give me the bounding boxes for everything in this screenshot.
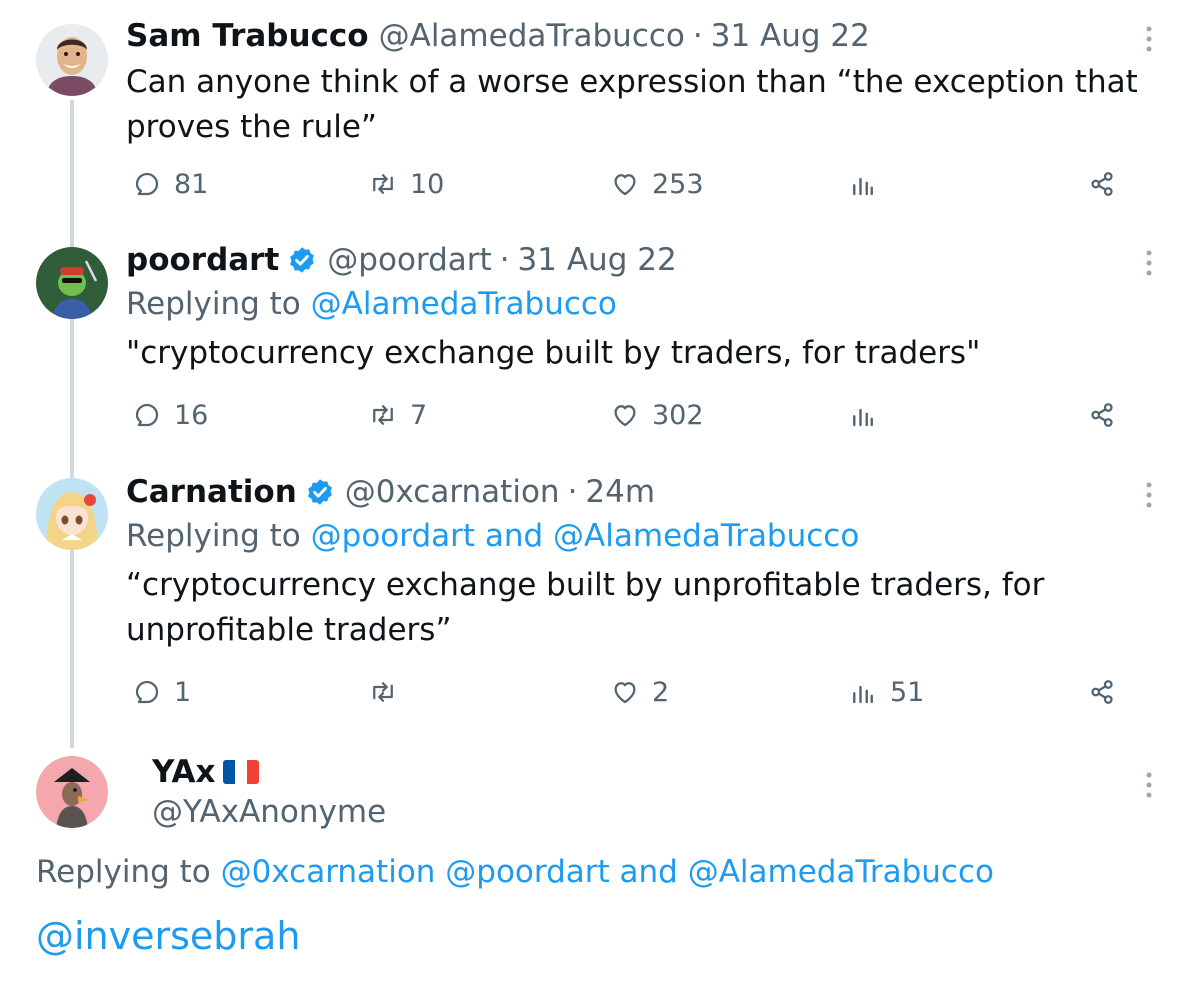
tweet-header: Sam Trabucco @AlamedaTrabucco · 31 Aug 2… xyxy=(126,16,1160,56)
user-handle[interactable]: @AlamedaTrabucco xyxy=(378,18,685,54)
replying-to: Replying to @0xcarnation @poordart and @… xyxy=(36,848,994,896)
tweet-date[interactable]: 24m xyxy=(585,474,656,510)
verified-badge-icon xyxy=(307,479,332,505)
avatar[interactable] xyxy=(36,247,108,319)
display-name[interactable]: Carnation xyxy=(126,474,297,510)
retweet-count: 7 xyxy=(410,399,428,431)
reply-count: 81 xyxy=(174,168,209,200)
user-handle[interactable]: @poordart xyxy=(327,242,492,278)
france-flag-icon xyxy=(223,760,260,784)
tweet-text: Can anyone think of a worse expression t… xyxy=(126,64,1138,145)
display-name-text: YAx xyxy=(152,754,216,790)
separator-dot: · xyxy=(499,242,510,278)
display-name[interactable]: poordart xyxy=(126,242,280,278)
tweet-actions: 16 7 302 xyxy=(132,397,1117,433)
like-button[interactable]: 253 xyxy=(610,166,704,202)
more-icon xyxy=(1146,26,1152,52)
tweet-text[interactable]: @inversebrah xyxy=(36,914,301,958)
replying-mentions[interactable]: @poordart and @AlamedaTrabucco xyxy=(310,518,860,554)
views-button[interactable]: 51 xyxy=(848,674,924,710)
reply-icon xyxy=(135,680,159,704)
retweet-count: 10 xyxy=(410,168,445,200)
avatar[interactable] xyxy=(36,756,108,828)
share-button[interactable] xyxy=(1087,674,1117,710)
retweet-button[interactable]: 7 xyxy=(368,397,427,433)
tweet-header: Carnation @0xcarnation · 24m xyxy=(126,472,1160,512)
tweet[interactable]: Sam Trabucco @AlamedaTrabucco · 31 Aug 2… xyxy=(126,16,1160,150)
replying-prefix: Replying to xyxy=(126,518,301,554)
retweet-icon xyxy=(373,405,393,425)
replying-to: Replying to @poordart and @AlamedaTrabuc… xyxy=(126,513,1160,559)
like-count: 2 xyxy=(652,676,670,708)
replying-prefix: Replying to xyxy=(36,854,211,890)
like-button[interactable]: 302 xyxy=(610,397,704,433)
retweet-icon xyxy=(373,174,393,194)
views-button[interactable] xyxy=(848,397,890,433)
replying-to: Replying to @AlamedaTrabucco xyxy=(126,281,1160,327)
retweet-button[interactable]: 10 xyxy=(368,166,444,202)
tweet-header: poordart @poordart · 31 Aug 22 xyxy=(126,240,1160,280)
tweet-date[interactable]: 31 Aug 22 xyxy=(517,242,677,278)
replying-mentions[interactable]: @AlamedaTrabucco xyxy=(310,286,617,322)
views-count: 51 xyxy=(890,676,925,708)
more-icon xyxy=(1146,482,1152,508)
share-icon xyxy=(1091,680,1113,704)
reply-count: 16 xyxy=(174,399,209,431)
tweet-text: “cryptocurrency exchange built by unprof… xyxy=(126,567,1045,648)
more-icon xyxy=(1146,772,1152,798)
tweet[interactable]: poordart @poordart · 31 Aug 22 Replying … xyxy=(126,240,1160,376)
share-icon xyxy=(1091,403,1113,427)
share-button[interactable] xyxy=(1087,397,1117,433)
like-count: 302 xyxy=(652,399,704,431)
views-icon xyxy=(853,685,873,704)
reply-icon xyxy=(135,172,159,196)
reply-icon xyxy=(135,403,159,427)
like-icon xyxy=(614,405,636,427)
reply-button[interactable]: 81 xyxy=(132,166,208,202)
more-options-button[interactable] xyxy=(1138,248,1160,278)
views-button[interactable] xyxy=(848,166,890,202)
like-button[interactable]: 2 xyxy=(610,674,669,710)
share-button[interactable] xyxy=(1087,166,1117,202)
views-icon xyxy=(853,177,873,196)
display-name[interactable]: Sam Trabucco xyxy=(126,18,369,54)
views-icon xyxy=(853,408,873,427)
reply-button[interactable]: 1 xyxy=(132,674,191,710)
tweet-text: "cryptocurrency exchange built by trader… xyxy=(126,335,981,371)
avatar[interactable] xyxy=(36,478,108,550)
like-icon xyxy=(614,174,636,196)
like-icon xyxy=(614,682,636,704)
user-handle[interactable]: @0xcarnation xyxy=(344,474,560,510)
avatar[interactable] xyxy=(36,24,108,96)
tweet-date[interactable]: 31 Aug 22 xyxy=(710,18,870,54)
retweet-icon xyxy=(373,682,393,702)
separator-dot: · xyxy=(567,474,578,510)
share-icon xyxy=(1091,172,1113,196)
replying-prefix: Replying to xyxy=(126,286,301,322)
more-icon xyxy=(1146,250,1152,276)
more-options-button[interactable] xyxy=(1138,770,1160,800)
tweet-actions: 1 2 51 xyxy=(132,674,1117,710)
more-options-button[interactable] xyxy=(1138,480,1160,510)
display-name[interactable]: YAx xyxy=(152,750,260,794)
reply-count: 1 xyxy=(174,676,192,708)
replying-mentions[interactable]: @0xcarnation @poordart and @AlamedaTrabu… xyxy=(220,854,994,890)
tweet[interactable]: Carnation @0xcarnation · 24m Replying to… xyxy=(126,472,1160,653)
separator-dot: · xyxy=(692,18,703,54)
thread-line xyxy=(70,100,74,748)
tweet-actions: 81 10 253 xyxy=(132,166,1117,202)
retweet-button[interactable] xyxy=(368,674,410,710)
verified-badge-icon xyxy=(290,247,315,273)
reply-button[interactable]: 16 xyxy=(132,397,208,433)
more-options-button[interactable] xyxy=(1138,24,1160,54)
like-count: 253 xyxy=(652,168,704,200)
user-handle[interactable]: @YAxAnonyme xyxy=(152,794,387,830)
